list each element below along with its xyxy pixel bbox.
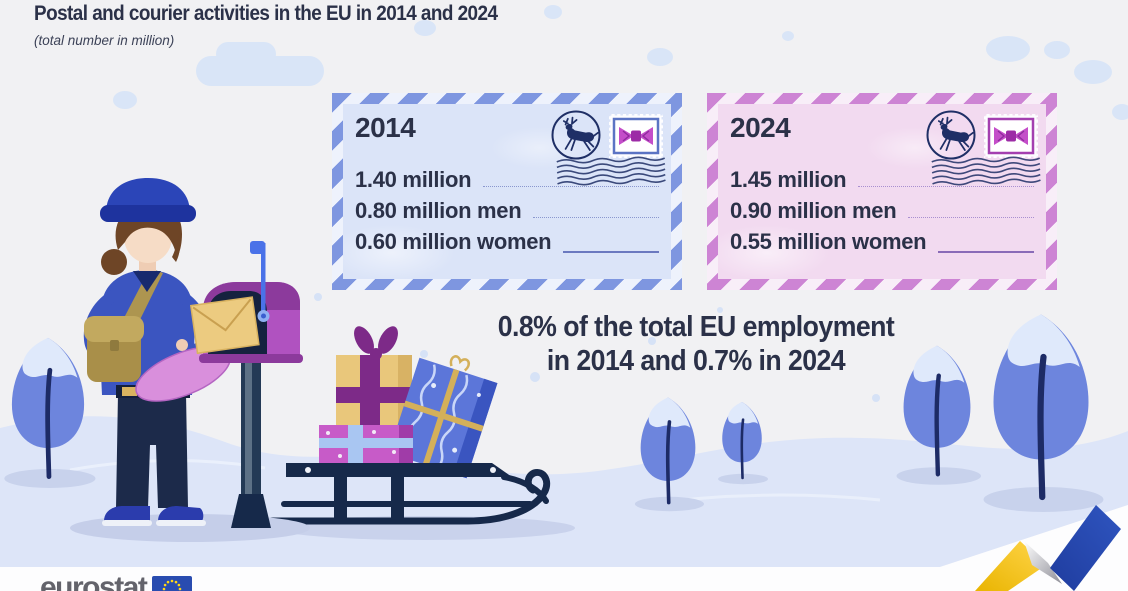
stat-row-men: 0.90 million men: [730, 193, 1036, 224]
address-line: [938, 251, 1034, 253]
stat-row-total: 1.45 million: [730, 162, 1036, 193]
envelope-in-mailbox: [189, 296, 260, 355]
envelope-card-2014: 2014: [332, 93, 682, 290]
mailbox: [135, 241, 303, 528]
stat-rows-2014: 1.40 million 0.80 million men 0.60 milli…: [355, 162, 661, 255]
employment-share-note: 0.8% of the total EU employment in 2014 …: [442, 310, 950, 378]
stat-row-total: 1.40 million: [355, 162, 661, 193]
envelope-card-2024-inner: 2024: [718, 104, 1046, 279]
stat-men-2024: 0.90 million men: [730, 198, 897, 223]
stat-row-women: 0.60 million women: [355, 224, 661, 255]
page-title: Postal and courier activities in the EU …: [34, 2, 498, 25]
note-line-2: in 2014 and 0.7% in 2024: [546, 345, 846, 377]
bow-ribbon-stamp-icon: [982, 112, 1040, 160]
stat-rows-2024: 1.45 million 0.90 million men 0.55 milli…: [730, 162, 1036, 255]
sled-with-gifts: [268, 326, 575, 540]
eu-flag-icon: [152, 576, 193, 591]
address-line: [858, 186, 1034, 187]
stat-total-2024: 1.45 million: [730, 167, 847, 192]
bottom-white-strip: [0, 505, 1128, 591]
mailbox-flag: [250, 241, 270, 322]
bow-ribbon-stamp-icon: [607, 112, 665, 160]
stat-row-women: 0.55 million women: [730, 224, 1036, 255]
envelope-card-2024: 2024: [707, 93, 1057, 290]
messenger-bag: [84, 316, 144, 382]
gift-box-blue: [388, 355, 498, 479]
reindeer-icon: [937, 116, 974, 151]
address-line: [533, 217, 659, 218]
address-line: [908, 217, 1034, 218]
ribbon-zigzag-decoration: [975, 505, 1121, 591]
reindeer-postmark-icon: [551, 110, 666, 186]
cancellation-waves: [931, 156, 1041, 186]
reindeer-icon: [562, 116, 599, 151]
eurostat-logo-text: eurostat: [40, 571, 148, 591]
stat-total-2014: 1.40 million: [355, 167, 472, 192]
page-subtitle: (total number in million): [34, 33, 175, 48]
stat-row-men: 0.80 million men: [355, 193, 661, 224]
sled-frame: [268, 463, 551, 525]
address-line: [483, 186, 659, 187]
stat-men-2014: 0.80 million men: [355, 198, 522, 223]
envelope-card-2014-inner: 2014: [343, 104, 671, 279]
page-header: Postal and courier activities in the EU …: [34, 2, 549, 48]
cancellation-waves: [556, 156, 666, 186]
note-line-1: 0.8% of the total EU employment: [497, 311, 895, 343]
gift-box-pink: [319, 425, 413, 463]
reindeer-postmark-icon: [926, 110, 1041, 186]
cloud-shapes: [113, 5, 1128, 120]
stat-women-2014: 0.60 million women: [355, 229, 552, 254]
address-line: [563, 251, 659, 253]
eurostat-logo: eurostat: [40, 571, 193, 591]
card-year-2014: 2014: [355, 112, 416, 143]
stat-women-2024: 0.55 million women: [730, 229, 927, 254]
card-year-2024: 2024: [730, 112, 791, 143]
gift-box-tan: [336, 326, 412, 425]
